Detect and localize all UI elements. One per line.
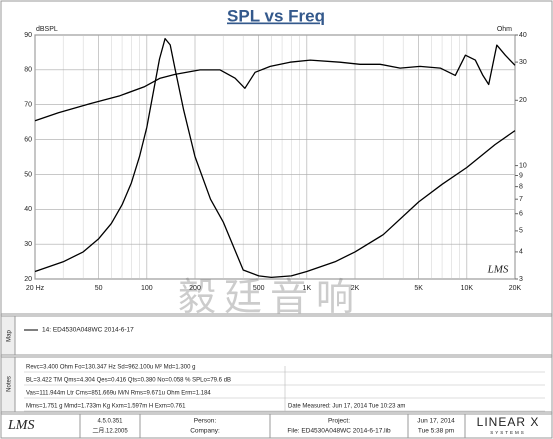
person: Person: bbox=[194, 418, 217, 425]
note-line: Revc=3.400 Ohm Fo=130.347 Hz Sd=962.100u… bbox=[26, 365, 195, 371]
x-tick-label: 200 bbox=[189, 285, 201, 292]
y2-tick-label: 7 bbox=[519, 196, 523, 203]
x-tick-label: 20K bbox=[509, 285, 522, 292]
file: File: ED4530A048WC 2014-6-17.lib bbox=[287, 428, 391, 435]
y-tick-label: 90 bbox=[24, 32, 32, 39]
y2-tick-label: 4 bbox=[519, 249, 523, 256]
plot-area bbox=[34, 34, 516, 280]
footer-logo: LMS bbox=[7, 418, 34, 433]
plot: 20 Hz 50 100 200 500 1K 2K 5K 10K 20K 20 30 40 50 60 70… bbox=[24, 32, 527, 292]
y-tick-label: 80 bbox=[24, 67, 32, 74]
y-tick-label: 20 bbox=[24, 276, 32, 283]
date-measured: Date Measured: Jun 17, 2014 Tue 10:23 am bbox=[288, 404, 405, 410]
y-tick-label: 70 bbox=[24, 102, 32, 109]
brand: LINEAR X bbox=[477, 415, 540, 429]
map-label: Map bbox=[7, 330, 13, 342]
y2-tick-label: 30 bbox=[519, 59, 527, 66]
y2-tick-label: 3 bbox=[519, 276, 523, 283]
y2-axis-label: Ohm bbox=[497, 26, 512, 33]
footer-date: Jun 17, 2014 bbox=[417, 418, 455, 425]
y2-tick-label: 40 bbox=[519, 32, 527, 39]
x-tick-label: 1K bbox=[303, 285, 312, 292]
x-tick-label: 500 bbox=[253, 285, 265, 292]
brand-sub: SYSTEMS bbox=[490, 430, 526, 435]
map-tab bbox=[0, 315, 16, 356]
y2-tick-label: 6 bbox=[519, 211, 523, 218]
y-tick-label: 40 bbox=[24, 206, 32, 213]
x-tick-label: 2K bbox=[351, 285, 360, 292]
x-tick-label: 20 Hz bbox=[26, 285, 45, 292]
note-line: Mms=1.751 g Mmd=1.733m Kg Kxm=1.597m H E… bbox=[26, 404, 186, 410]
note-line: BL=3.422 TM Qms=4.304 Qes=0.416 Qts=0.38… bbox=[26, 378, 231, 384]
notes-tab bbox=[0, 356, 16, 413]
chart-title: SPL vs Freq bbox=[227, 6, 325, 25]
x-tick-label: 10K bbox=[461, 285, 474, 292]
notes-label: Notes bbox=[7, 376, 13, 392]
x-tick-label: 5K bbox=[414, 285, 423, 292]
x-tick-label: 100 bbox=[141, 285, 153, 292]
y2-tick-label: 8 bbox=[519, 183, 523, 190]
y-axis-label: dBSPL bbox=[36, 26, 58, 33]
plot-logo: LMS bbox=[487, 264, 509, 276]
map-panel bbox=[0, 315, 553, 356]
y2-tick-label: 20 bbox=[519, 97, 527, 104]
y2-tick-label: 9 bbox=[519, 172, 523, 179]
y2-tick-label: 5 bbox=[519, 228, 523, 235]
notes-panel bbox=[0, 356, 553, 413]
y-tick-label: 30 bbox=[24, 241, 32, 248]
x-tick-label: 50 bbox=[95, 285, 103, 292]
y-tick-label: 60 bbox=[24, 136, 32, 143]
footer-time: Tue 5:38 pm bbox=[418, 428, 454, 435]
company: Company: bbox=[190, 428, 220, 435]
note-line: Vas=111.944m Ltr Cms=851.669u M/N Rms=9.… bbox=[26, 391, 211, 397]
note-rules bbox=[24, 366, 545, 412]
curve bbox=[34, 37, 516, 279]
build-date: 二月.12.2005 bbox=[92, 428, 128, 435]
footer-dividers bbox=[79, 414, 466, 438]
project: Project: bbox=[328, 418, 350, 425]
y2-tick-label: 10 bbox=[519, 162, 527, 169]
version: 4.5.0.351 bbox=[97, 419, 123, 425]
y-tick-label: 50 bbox=[24, 171, 32, 178]
watermark: 毅廷音响 bbox=[178, 277, 362, 319]
legend-entry: 14: ED4530A048WC 2014-6-17 bbox=[42, 327, 134, 334]
footer bbox=[0, 413, 553, 439]
